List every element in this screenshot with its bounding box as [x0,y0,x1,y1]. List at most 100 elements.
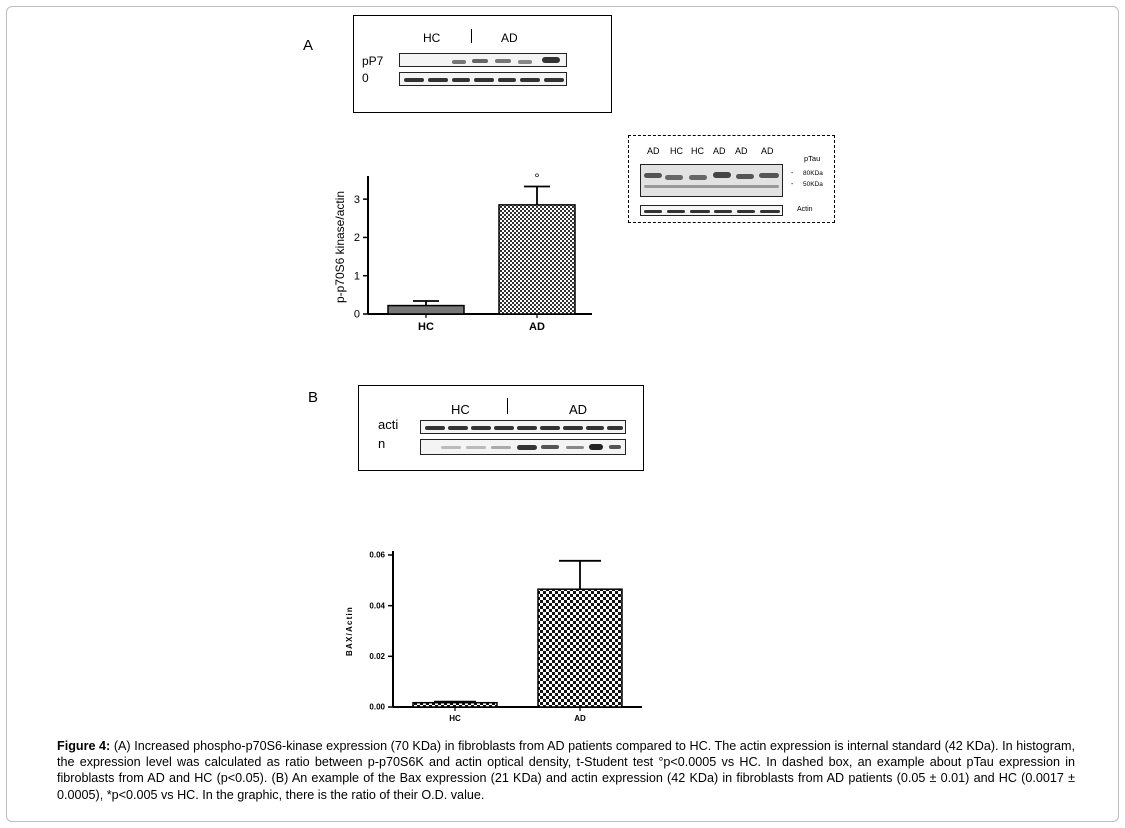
blot-a-pp70-strip [399,53,567,67]
band [494,426,514,430]
panel-b-letter: B [308,389,319,406]
band [517,426,537,430]
y-tick-label: 0.00 [369,703,385,712]
band [689,175,707,180]
band [471,426,491,430]
chart2-marks [412,559,623,708]
caption-label: Figure 4: [57,739,111,753]
panel-b-western-blot: HC AD acti n [358,385,644,471]
blot-a-ad-label: AD [501,31,518,45]
band [737,210,755,213]
x-tick-label-ad: AD [574,714,586,723]
band [544,78,564,82]
band [448,426,468,430]
blot-b-hc-label: HC [451,402,470,417]
x-tick-label-ad: AD [529,321,545,333]
p70s6-histogram: 0 1 2 3 p-p70S6 kinase/actin HC AD ° [333,171,592,333]
bar-hc [412,701,498,708]
band [665,175,683,180]
band [714,210,732,213]
band [404,78,424,82]
band [540,426,560,430]
blot-a-row-label-1: pP7 [362,54,384,68]
ptau-lane-5: AD [735,146,748,156]
ptau-lane-6: AD [761,146,774,156]
ptau-dash-2: - [791,181,794,188]
band [759,173,779,178]
ptau-lane-1: AD [647,146,660,156]
blot-a-group-divider [471,29,472,43]
band [441,446,461,449]
ptau-dashed-box: AD HC HC AD AD AD pTau - 80KDa - 50KDa A… [628,135,835,223]
panel-a-western-blot: HC AD pP7 0 [353,15,612,113]
ptau-lane-2: HC [670,146,683,156]
band [541,445,559,449]
band [760,210,780,213]
bar-ad [537,588,623,708]
y-tick-label: 1 [354,270,360,282]
band [495,59,511,63]
band [474,78,494,82]
figure-frame [6,6,1119,822]
band [542,57,560,63]
band [472,59,488,63]
figure-caption: Figure 4: (A) Increased phospho-p70S6-ki… [57,738,1075,803]
band [690,210,710,213]
blot-a-row-label-2: 0 [362,71,369,85]
blot-b-group-divider [507,398,508,414]
blot-b-bax-strip [420,439,626,455]
blot-a-actin-strip [399,72,567,86]
blot-b-ad-label: AD [569,402,588,417]
band [452,78,470,82]
blot-b-row-label-2: n [378,436,386,451]
x-tick-label-hc: HC [449,714,461,723]
band [518,60,532,64]
y-tick-label: 0 [354,309,360,321]
band [644,173,662,178]
y-tick-label: 0.04 [369,601,385,610]
band [644,185,779,188]
chart1-marks: ° [387,171,576,315]
ptau-lane-4: AD [713,146,726,156]
ptau-actin-label: Actin [797,206,813,213]
band [563,426,583,430]
band [466,446,486,449]
band [713,172,731,178]
blot-a-hc-label: HC [423,31,441,45]
band [736,174,754,179]
band [667,210,685,213]
band [607,426,623,430]
ptau-marker-50: 50KDa [803,181,823,188]
caption-text: (A) Increased phospho-p70S6-kinase expre… [57,739,1075,802]
band [428,78,448,82]
bar-ad [498,204,576,315]
band [520,78,540,82]
blot-b-row-label-1: acti [378,417,399,432]
band [517,445,537,450]
ptau-strip [640,164,783,197]
y-tick-label: 0.06 [369,551,385,560]
blot-b-actin-strip [420,420,626,434]
band [609,445,621,449]
band [566,446,584,449]
y-axis-label: BAX/Actin [345,606,354,656]
x-tick-label-hc: HC [418,321,434,333]
y-tick-label: 0.02 [369,652,385,661]
bar-hc [387,304,465,315]
band [498,78,516,82]
band [452,60,466,64]
ptau-actin-strip [640,205,783,216]
ptau-dash-1: - [791,170,794,177]
bax-histogram: 0.00 0.02 0.04 0.06 BAX/Actin HC AD [345,551,642,723]
ptau-label: pTau [804,154,821,163]
ptau-lane-3: HC [691,146,704,156]
ptau-marker-80: 80KDa [803,170,823,177]
y-tick-label: 3 [354,194,360,206]
significance-marker: ° [534,171,539,186]
panel-a-letter: A [303,37,314,54]
band [589,444,603,450]
band [425,426,445,430]
band [644,210,662,213]
band [586,426,604,430]
y-axis-label: p-p70S6 kinase/actin [333,191,347,303]
